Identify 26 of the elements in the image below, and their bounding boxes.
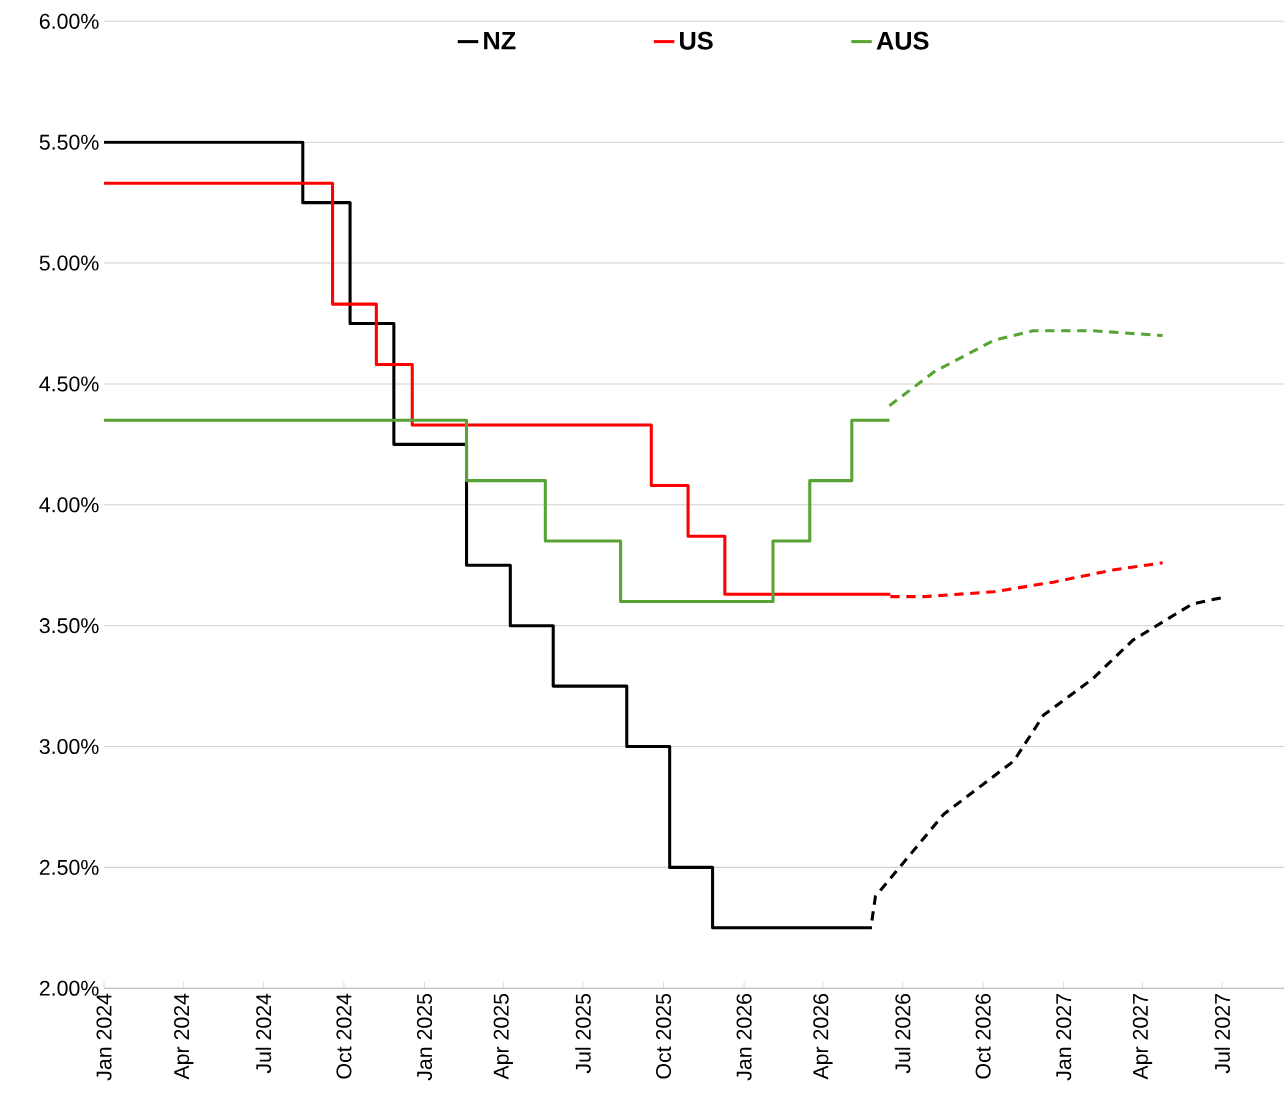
legend-label: AUS: [876, 31, 929, 50]
legend-label: NZ: [484, 31, 516, 50]
y-tick-label: 6.00%: [39, 13, 99, 29]
x-tick-label: Apr 2024: [174, 993, 194, 1080]
x-tick-label: Jul 2027: [1214, 994, 1231, 1074]
x-tick-label: Jul 2026: [894, 993, 911, 1074]
y-tick-label: 3.50%: [39, 618, 99, 634]
x-tick-label: Apr 2026: [813, 993, 833, 1080]
y-tick-label: 2.50%: [39, 859, 99, 875]
x-tick-label: Jan 2025: [416, 993, 433, 1081]
y-tick-label: 4.50%: [39, 376, 99, 392]
line-series: [887, 329, 1165, 408]
x-tick-label: Apr 2025: [493, 993, 513, 1080]
y-tick-label: 5.50%: [39, 134, 99, 150]
legend-label: US: [680, 31, 713, 50]
y-tick-label: 3.00%: [39, 738, 99, 755]
x-tick-label: Oct 2026: [975, 993, 991, 1079]
x-tick-label: Apr 2027: [1132, 994, 1153, 1080]
y-tick-label: 5.00%: [39, 255, 99, 271]
x-tick-label: Jul 2025: [575, 993, 591, 1074]
x-tick-label: Jan 2026: [736, 993, 752, 1081]
x-tick-label: Jul 2024: [255, 993, 272, 1074]
x-tick-label: Oct 2024: [336, 993, 352, 1079]
x-tick-label: Jan 2027: [1056, 994, 1072, 1081]
y-tick-label: 4.00%: [39, 497, 99, 513]
x-tick-label: Oct 2025: [656, 993, 672, 1079]
